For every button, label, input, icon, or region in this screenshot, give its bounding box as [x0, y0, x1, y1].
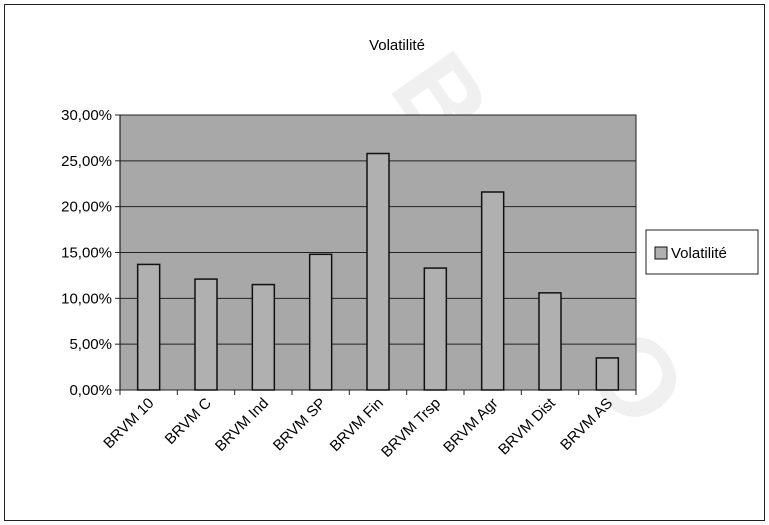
bar	[595, 357, 620, 391]
y-tick-label: 30,00%	[61, 107, 112, 124]
bar	[366, 152, 390, 391]
y-tick-label: 5,00%	[69, 336, 112, 353]
x-tick-label: BRVM AS	[557, 395, 616, 454]
y-tick-label: 10,00%	[61, 290, 112, 307]
x-tick-label: BRVM SP	[270, 395, 330, 455]
x-tick-label: BRVM Ind	[212, 395, 272, 455]
bar	[538, 292, 562, 391]
y-tick-label: 25,00%	[61, 153, 112, 170]
bar	[251, 283, 276, 391]
legend-box	[645, 229, 759, 275]
bar	[194, 278, 218, 391]
plot-area	[119, 114, 637, 391]
chart-title: Volatilité	[369, 37, 425, 54]
x-tick-label: BRVM Dist	[495, 394, 559, 458]
x-tick-label: BRVM Trsp	[378, 395, 444, 461]
y-tick-label: 20,00%	[61, 199, 112, 216]
legend-swatch	[654, 246, 668, 260]
x-tick-label: BRVM Fin	[327, 395, 387, 455]
legend: Volatilité	[645, 229, 759, 275]
bar	[136, 263, 161, 391]
x-tick-label: BRVM C	[162, 395, 215, 448]
x-tick-label: BRVM 10	[100, 395, 157, 452]
y-tick-label: 15,00%	[61, 245, 112, 262]
y-tick-label: 0,00%	[69, 382, 112, 399]
bar	[308, 253, 333, 391]
legend-label: Volatilité	[671, 245, 727, 262]
x-tick-label: BRVM Agr	[440, 395, 501, 456]
bar	[480, 191, 505, 391]
y-axis: 0,00% 5,00% 10,00% 15,00% 20,00% 25,00% 30,00%	[61, 107, 121, 399]
bar	[423, 267, 448, 391]
